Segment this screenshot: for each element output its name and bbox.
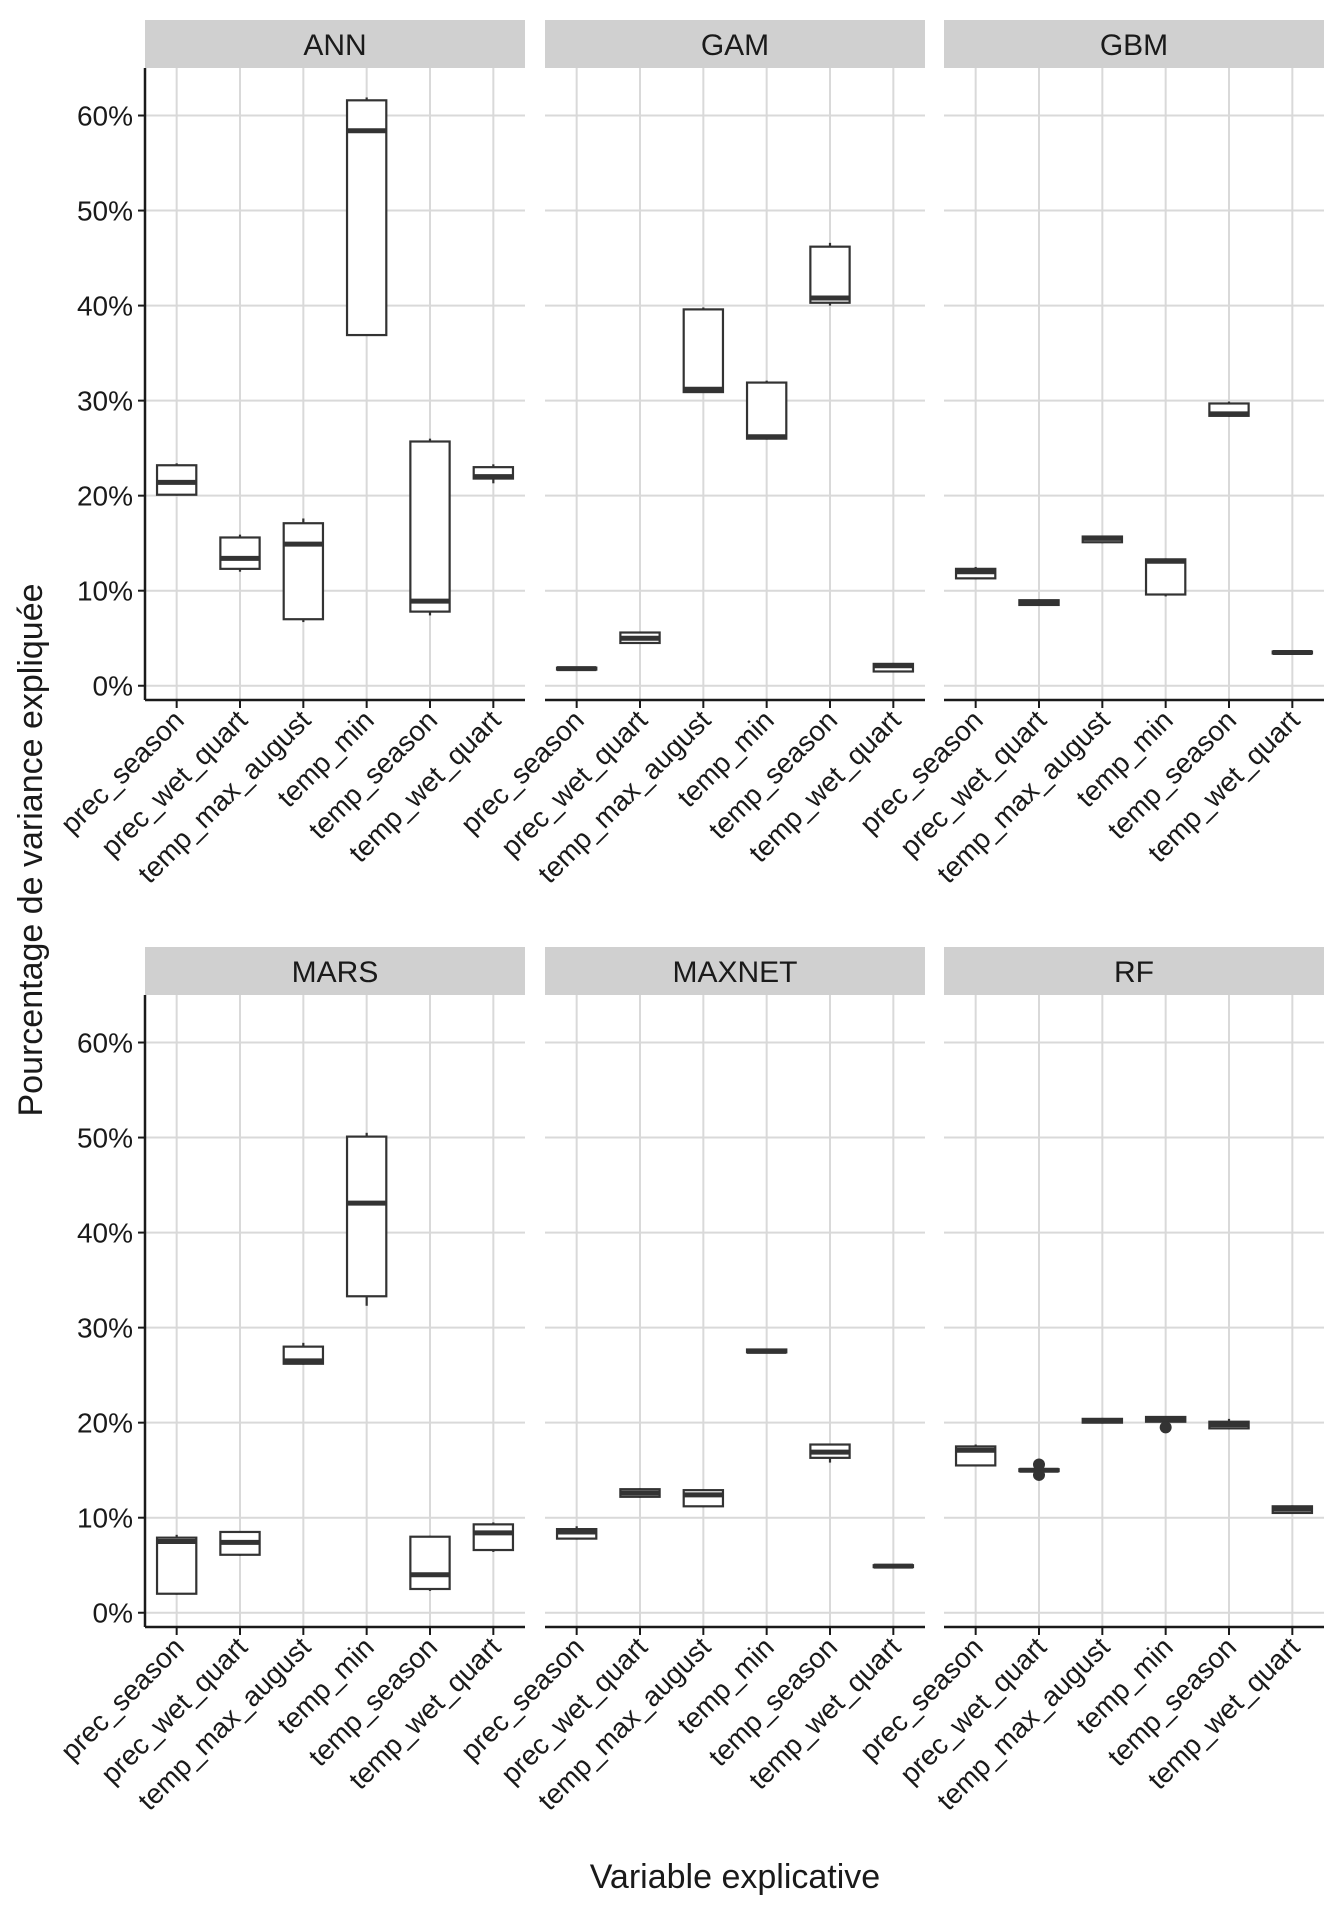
facet-strip-label: MAXNET: [672, 956, 797, 989]
box-gbm-temp_min: [1144, 558, 1187, 597]
box-iqr: [409, 440, 451, 613]
box-ann-temp_max_august: [282, 518, 325, 623]
box-mars-temp_season: [409, 1535, 451, 1591]
y-tick-label: 30%: [77, 1313, 133, 1344]
facet-panel-rf: RFprec_seasonprec_wet_quarttemp_max_augu…: [854, 947, 1324, 1816]
y-tick-label: 40%: [77, 291, 133, 322]
box-gam-temp_max_august: [682, 307, 725, 394]
box-mars-prec_wet_quart: [219, 1530, 261, 1556]
box-maxnet-prec_wet_quart: [619, 1488, 661, 1498]
y-tick-label: 0%: [93, 671, 133, 702]
box-mars-temp_max_august: [282, 1342, 325, 1365]
box-maxnet-prec_season: [555, 1526, 598, 1540]
box-mars-prec_season: [155, 1534, 198, 1595]
facet-panel-gam: GAMprec_seasonprec_wet_quarttemp_max_aug…: [455, 20, 925, 889]
facet-strip-background: [545, 947, 925, 995]
y-tick-label: 10%: [77, 1503, 133, 1534]
facet-panel-gbm: GBMprec_seasonprec_wet_quarttemp_max_aug…: [854, 20, 1324, 889]
box-iqr: [282, 522, 325, 621]
box-ann-temp_wet_quart: [472, 464, 515, 484]
box-rf-temp_min: [1144, 1415, 1187, 1434]
box-maxnet-temp_min: [745, 1348, 788, 1354]
box-iqr: [1144, 558, 1187, 596]
facet-strip-label: ANN: [303, 29, 366, 62]
y-tick-label: 50%: [77, 1123, 133, 1154]
box-maxnet-temp_wet_quart: [872, 1563, 915, 1569]
facet-panel-mars: MARS0%10%20%30%40%50%60%prec_seasonprec_…: [55, 947, 525, 1816]
box-gbm-temp_season: [1208, 401, 1250, 417]
y-tick-label: 60%: [77, 101, 133, 132]
box-mars-temp_min: [345, 1132, 388, 1306]
y-tick-label: 10%: [77, 576, 133, 607]
box-ann-prec_wet_quart: [219, 534, 261, 572]
facet-strip-label: MARS: [292, 956, 379, 989]
box-rf-temp_wet_quart: [1271, 1505, 1314, 1515]
x-axis-title: Variable explicative: [590, 1858, 880, 1896]
box-iqr: [682, 308, 725, 394]
y-tick-label: 20%: [77, 481, 133, 512]
facet-strip-background: [944, 947, 1324, 995]
box-rf-prec_wet_quart: [1018, 1458, 1060, 1481]
box-ann-prec_season: [155, 463, 198, 496]
box-maxnet-temp_max_august: [682, 1489, 725, 1508]
box-gam-temp_min: [745, 380, 788, 440]
box-iqr: [409, 1535, 451, 1591]
box-ann-temp_season: [409, 438, 451, 616]
box-maxnet-temp_season: [809, 1443, 851, 1463]
box-iqr: [345, 1135, 388, 1298]
facet-strip-label: RF: [1114, 956, 1154, 989]
box-rf-temp_max_august: [1081, 1417, 1124, 1424]
facet-panel-maxnet: MAXNETprec_seasonprec_wet_quarttemp_max_…: [455, 947, 925, 1816]
y-axis-title: Pourcentage de variance expliquée: [12, 583, 50, 1116]
box-iqr: [472, 1523, 515, 1552]
facet-strip-background: [145, 947, 525, 995]
box-rf-prec_season: [954, 1444, 997, 1467]
box-iqr: [745, 381, 788, 440]
box-rf-temp_season: [1208, 1418, 1250, 1430]
y-tick-label: 40%: [77, 1218, 133, 1249]
facet-strip-background: [145, 20, 525, 68]
facet-panel-ann: ANN0%10%20%30%40%50%60%prec_seasonprec_w…: [55, 20, 525, 889]
box-gbm-temp_wet_quart: [1271, 649, 1314, 655]
box-gam-temp_season: [809, 242, 851, 306]
box-iqr: [345, 99, 388, 337]
y-tick-label: 50%: [77, 196, 133, 227]
box-gbm-prec_season: [954, 566, 997, 580]
outlier-point: [1033, 1468, 1045, 1481]
box-iqr: [809, 245, 851, 304]
box-gam-prec_season: [555, 666, 598, 672]
facet-strip-label: GAM: [701, 29, 769, 62]
box-gam-prec_wet_quart: [619, 631, 661, 645]
box-gbm-temp_max_august: [1081, 535, 1124, 544]
outlier-point: [1159, 1421, 1172, 1434]
y-tick-label: 60%: [77, 1028, 133, 1059]
box-ann-temp_min: [345, 97, 388, 337]
box-gam-temp_wet_quart: [872, 662, 915, 673]
box-mars-temp_wet_quart: [472, 1522, 515, 1552]
y-tick-label: 20%: [77, 1408, 133, 1439]
facet-strip-background: [944, 20, 1324, 68]
outlier-point: [1033, 1458, 1045, 1471]
facet-strip-label: GBM: [1100, 29, 1168, 62]
box-iqr: [219, 536, 261, 570]
y-tick-label: 30%: [77, 386, 133, 417]
facet-strip-background: [545, 20, 925, 68]
y-tick-label: 0%: [93, 1598, 133, 1629]
box-gbm-prec_wet_quart: [1018, 599, 1060, 607]
box-iqr: [155, 1536, 198, 1595]
